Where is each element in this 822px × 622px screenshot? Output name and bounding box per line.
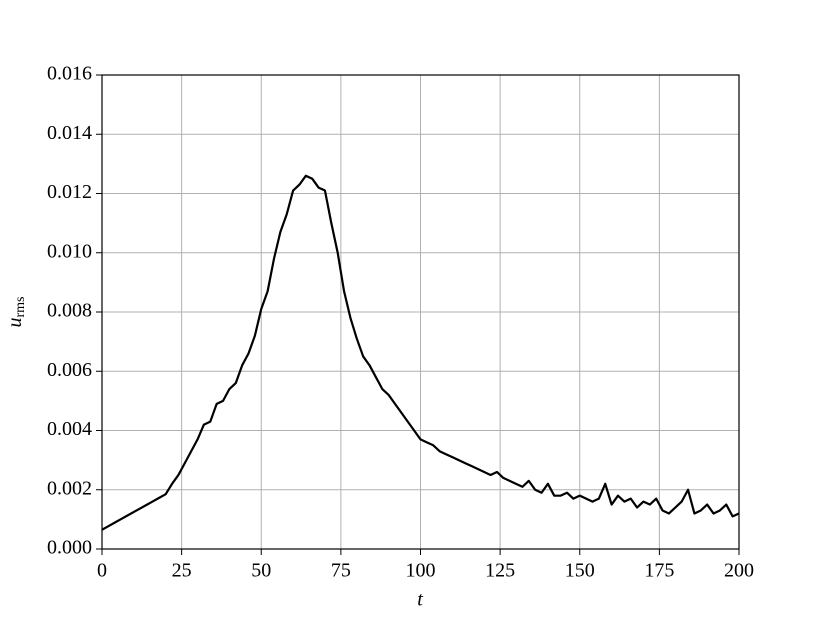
- y-label-base: u: [4, 318, 26, 328]
- y-tick-label: 0.000: [47, 537, 92, 559]
- y-tick-label: 0.006: [47, 359, 92, 381]
- y-label-sub: rms: [13, 297, 28, 318]
- data-line: [101, 174, 740, 531]
- x-tick-label: 125: [485, 560, 515, 582]
- y-tick-label: 0.008: [47, 300, 92, 322]
- x-tick-label: 25: [172, 560, 192, 582]
- y-tick-label: 0.012: [47, 181, 92, 203]
- y-axis-label-text: urms: [4, 297, 29, 328]
- y-tick-label: 0.014: [47, 122, 92, 144]
- y-tick-label: 0.002: [47, 477, 92, 499]
- x-tick-label: 200: [724, 560, 754, 582]
- x-tick-label: 175: [644, 560, 674, 582]
- y-tick-label: 0.016: [47, 63, 92, 85]
- x-tick-label: 50: [251, 560, 271, 582]
- y-tick-label: 0.010: [47, 240, 92, 262]
- x-tick-label: 75: [331, 560, 351, 582]
- x-tick-label: 0: [97, 560, 107, 582]
- x-tick-label: 100: [406, 560, 436, 582]
- y-tick-label: 0.004: [47, 418, 92, 440]
- y-axis-label: urms: [4, 297, 29, 328]
- x-tick-label: 150: [565, 560, 595, 582]
- plot-frame: [101, 74, 740, 550]
- x-axis-label: t: [417, 589, 423, 611]
